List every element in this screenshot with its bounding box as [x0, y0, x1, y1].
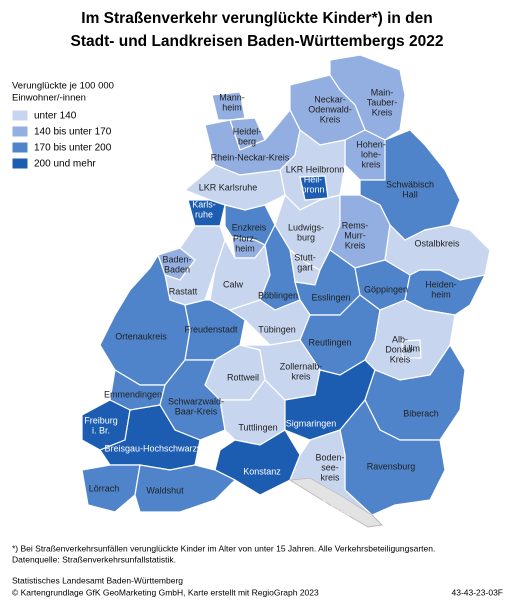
legend-title: Einwohner/-innen — [12, 93, 86, 104]
lake — [288, 477, 384, 528]
region-label: Sigmaringen — [286, 418, 337, 428]
region-label: Emmendingen — [104, 389, 162, 399]
region-label: see- — [321, 462, 339, 472]
region-label: Heil- — [304, 174, 323, 184]
title: Stadt- und Landkreisen Baden-Württemberg… — [71, 33, 444, 50]
region-label: Enzkreis — [232, 222, 267, 232]
region-label: heim — [222, 102, 242, 112]
region-label: burg — [297, 232, 315, 242]
region-label: Heiden- — [425, 279, 457, 289]
region-label: gart — [297, 262, 313, 272]
map: Bodensee Main-Tauber-KreisNeckar-Odenwal… — [81, 54, 491, 528]
region — [214, 429, 301, 496]
region-label: Alb- — [392, 334, 408, 344]
legend-title: Verunglückte je 100 000 — [12, 81, 114, 92]
region-label: Schwäbisch — [386, 179, 434, 189]
region-label: Tauber- — [367, 97, 398, 107]
region-label: Pforz- — [233, 233, 257, 243]
region-label: Reutlingen — [308, 337, 351, 347]
region-label: Tübingen — [258, 324, 296, 334]
region-label: Ludwigs- — [288, 222, 324, 232]
region-label: i. Br. — [92, 425, 110, 435]
region-label: Main- — [371, 87, 394, 97]
region-label: Donau- — [385, 344, 415, 354]
region-label: Rems- — [342, 220, 369, 230]
region-label: heim — [235, 243, 255, 253]
region-label: bronn — [301, 184, 324, 194]
publisher: Statistisches Landesamt Baden-Württember… — [12, 575, 183, 585]
region-label: Baar-Kreis — [175, 406, 218, 416]
region-label: LKR Karlsruhe — [199, 182, 258, 192]
region-label: Konstanz — [243, 466, 281, 476]
region-label: Zollernalb- — [280, 361, 323, 371]
footnote: *) Bei Straßenverkehrsunfällen verunglüc… — [12, 543, 435, 553]
legend: unter 140 140 bis unter 170 170 bis unter … — [11, 109, 112, 170]
region — [401, 339, 422, 359]
region-label: Breisgau-Hochschwarzwald — [104, 443, 215, 453]
legend-label: 140 bis unter 170 — [34, 127, 112, 138]
region-label: Kreis — [390, 354, 411, 364]
region-label: Ortenaukreis — [115, 331, 167, 341]
region-label: Freiburg — [84, 415, 118, 425]
region-label: Baden — [164, 264, 190, 274]
map-code: 43-43-23-03F — [451, 587, 503, 597]
region-label: Lörrach — [89, 483, 120, 493]
region-label: heim — [431, 289, 451, 299]
region-label: Kreis — [345, 240, 366, 250]
region-label: Hall — [402, 189, 418, 199]
region-label: berg — [238, 136, 256, 146]
legend-swatch — [11, 157, 29, 170]
region-label: Stutt- — [294, 252, 316, 262]
region-label: Karls- — [192, 199, 216, 209]
region-label: Odenwald- — [308, 104, 352, 114]
region-label: Ravensburg — [367, 461, 416, 471]
region-label: Heidel- — [233, 126, 262, 136]
copyright: © Kartengrundlage GfK GeoMarketing GmbH,… — [12, 587, 319, 597]
region-label: Kreis — [372, 107, 393, 117]
region-label: Mann- — [219, 92, 245, 102]
region-label: Kreis — [320, 114, 341, 124]
region-label: LKR Heilbronn — [286, 164, 345, 174]
region-label: kreis — [291, 371, 311, 381]
region-label: Freudenstadt — [184, 324, 238, 334]
region-label: Neckar- — [314, 94, 346, 104]
region-label: lohe- — [361, 149, 381, 159]
region-label: Ulm — [404, 343, 420, 353]
legend-swatch — [11, 109, 29, 122]
legend-swatch — [11, 125, 29, 138]
legend-label: 200 und mehr — [34, 159, 96, 170]
region-label: Hohen- — [356, 139, 386, 149]
region-label: Göppingen — [364, 284, 408, 294]
region-label: Böblingen — [258, 290, 298, 300]
region-label: Rastatt — [169, 286, 198, 296]
region-label: Calw — [223, 279, 244, 289]
region-label: Murr- — [344, 230, 366, 240]
region — [187, 199, 226, 227]
region-label: Biberach — [403, 408, 439, 418]
legend-swatch — [11, 141, 29, 154]
region-label: Esslingen — [311, 292, 350, 302]
title: Im Straßenverkehr verunglückte Kinder*) … — [81, 10, 432, 27]
region-label: kreis — [320, 472, 340, 482]
region-label: Rhein-Neckar-Kreis — [211, 152, 290, 162]
region — [184, 299, 246, 361]
region-label: Schwarzwald- — [168, 396, 224, 406]
footnote: Datenquelle: Straßenverkehrsunfallstatis… — [12, 554, 176, 564]
region-label: Boden- — [315, 452, 344, 462]
region-label: Baden- — [162, 254, 191, 264]
legend-label: unter 140 — [34, 111, 77, 122]
legend-label: 170 bis unter 200 — [34, 143, 112, 154]
region — [134, 464, 237, 513]
region-label: Ostalbkreis — [414, 238, 460, 248]
region-label: Rottweil — [227, 372, 259, 382]
region-label: Waldshut — [146, 485, 184, 495]
region-label: ruhe — [195, 209, 213, 219]
region-label: kreis — [361, 159, 381, 169]
region-label: Tuttlingen — [238, 422, 277, 432]
